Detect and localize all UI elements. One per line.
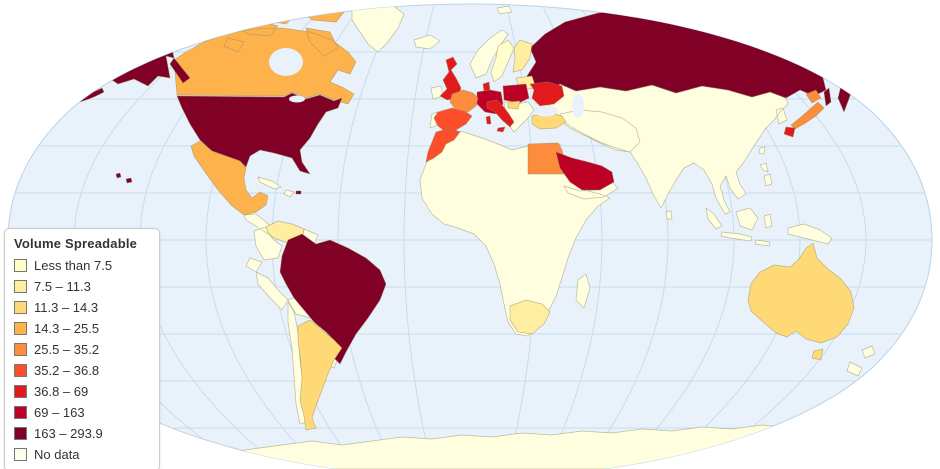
legend-item-label: 11.3 – 14.3 bbox=[34, 300, 99, 315]
legend-panel: Volume Spreadable Less than 7.5 7.5 – 11… bbox=[4, 228, 160, 469]
legend-swatch-icon bbox=[14, 280, 27, 293]
legend-item: 11.3 – 14.3 bbox=[14, 297, 150, 318]
country-japan-south[interactable] bbox=[783, 126, 796, 138]
legend-swatch-icon bbox=[14, 259, 27, 272]
country-poland[interactable] bbox=[502, 83, 530, 104]
country-hungary[interactable] bbox=[507, 100, 521, 110]
legend-item: 36.8 – 69 bbox=[14, 381, 150, 402]
legend-item-label: Less than 7.5 bbox=[34, 258, 113, 273]
country-canada[interactable] bbox=[173, 6, 357, 105]
legend-item-label: 35.2 – 36.8 bbox=[34, 363, 100, 378]
legend-item-label: 69 – 163 bbox=[34, 405, 85, 420]
legend-item-label: No data bbox=[34, 447, 80, 462]
country-saudi-arabia[interactable] bbox=[555, 151, 615, 191]
country-australia[interactable] bbox=[747, 242, 855, 361]
legend-item: No data bbox=[14, 444, 150, 465]
legend-item-label: 163 – 293.9 bbox=[34, 426, 103, 441]
legend-swatch-icon bbox=[14, 364, 27, 377]
country-italy[interactable] bbox=[485, 99, 515, 133]
legend-swatch-icon bbox=[14, 406, 27, 419]
legend-swatch-icon bbox=[14, 301, 27, 314]
legend-swatch-icon bbox=[14, 385, 27, 398]
legend-swatch-icon bbox=[14, 343, 27, 356]
country-denmark[interactable] bbox=[482, 81, 491, 92]
legend-swatch-icon bbox=[14, 448, 27, 461]
country-argentina[interactable] bbox=[297, 319, 343, 431]
legend-item: Less than 7.5 bbox=[14, 255, 150, 276]
country-brazil[interactable] bbox=[279, 233, 387, 365]
country-mexico[interactable] bbox=[190, 140, 269, 216]
legend-item: 25.5 – 35.2 bbox=[14, 339, 150, 360]
legend-item-label: 7.5 – 11.3 bbox=[34, 279, 91, 294]
legend-item: 69 – 163 bbox=[14, 402, 150, 423]
legend-item: 14.3 – 25.5 bbox=[14, 318, 150, 339]
legend-item: 7.5 – 11.3 bbox=[14, 276, 150, 297]
inland-seas bbox=[269, 48, 584, 118]
country-spain[interactable] bbox=[433, 107, 473, 133]
legend-item: 163 – 293.9 bbox=[14, 423, 150, 444]
legend-item-label: 25.5 – 35.2 bbox=[34, 342, 100, 357]
legend-swatch-icon bbox=[14, 322, 27, 335]
country-finland[interactable] bbox=[512, 39, 533, 73]
legend-item-label: 36.8 – 69 bbox=[34, 384, 89, 399]
country-france[interactable] bbox=[449, 89, 479, 113]
legend-item-label: 14.3 – 25.5 bbox=[34, 321, 100, 336]
legend-title: Volume Spreadable bbox=[14, 236, 138, 251]
country-sweden[interactable] bbox=[490, 39, 515, 83]
legend-swatch-icon bbox=[14, 427, 27, 440]
country-morocco[interactable] bbox=[425, 127, 461, 163]
country-puerto-rico[interactable] bbox=[295, 190, 302, 195]
legend-item: 35.2 – 36.8 bbox=[14, 360, 150, 381]
country-south-africa[interactable] bbox=[509, 299, 551, 335]
country-ukraine[interactable] bbox=[529, 81, 565, 107]
